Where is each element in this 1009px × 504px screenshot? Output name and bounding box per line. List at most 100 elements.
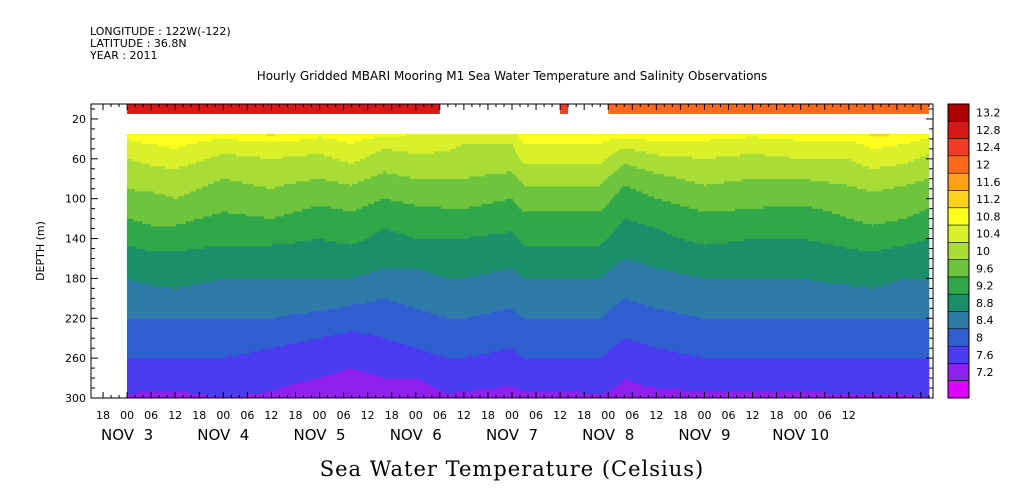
heatmap-cell [404, 378, 406, 398]
heatmap-cell [173, 318, 175, 360]
heatmap-cell [382, 378, 384, 398]
heatmap-cell [503, 308, 505, 350]
heatmap-cell [200, 393, 202, 398]
heatmap-cell [218, 318, 220, 360]
heatmap-cell [290, 133, 292, 142]
heatmap-cell [308, 208, 310, 242]
heatmap-cell [560, 186, 562, 212]
heatmap-cell [139, 358, 141, 392]
heatmap-cell [621, 221, 623, 262]
heatmap-cell [611, 348, 613, 390]
heatmap-cell [521, 181, 523, 210]
heatmap-cell [581, 211, 583, 247]
heatmap-cell [147, 251, 149, 285]
heatmap-cell [195, 283, 197, 320]
heatmap-cell [256, 141, 258, 157]
heatmap-cell [344, 211, 346, 245]
heatmap-cell [363, 273, 365, 305]
heatmap-cell [228, 318, 230, 357]
heatmap-cell [159, 146, 161, 167]
heatmap-cell [458, 238, 460, 280]
heatmap-cell [612, 198, 614, 235]
heatmap-cell [502, 233, 504, 272]
heatmap-cell [612, 173, 614, 200]
heatmap-cell [241, 156, 243, 182]
heatmap-cell [499, 311, 501, 352]
heatmap-cell [290, 156, 292, 185]
heatmap-cell [197, 133, 199, 142]
heatmap-cell [606, 273, 608, 315]
heatmap-cell [408, 203, 410, 237]
heatmap-cell [222, 153, 224, 180]
heatmap-cell [187, 166, 189, 195]
heatmap-cell [285, 213, 287, 245]
heatmap-cell [629, 258, 631, 300]
heatmap-cell [391, 201, 393, 232]
heatmap-cell [148, 391, 150, 398]
heatmap-cell [636, 133, 638, 140]
heatmap-cell [127, 393, 129, 398]
heatmap-cell [575, 318, 577, 360]
heatmap-cell [257, 216, 259, 247]
heatmap-cell [327, 181, 329, 207]
heatmap-cell [400, 151, 402, 177]
heatmap-cell [162, 146, 164, 167]
heatmap-cell [358, 331, 360, 372]
heatmap-cell [184, 146, 186, 167]
heatmap-cell [464, 178, 466, 210]
heatmap-cell [588, 393, 590, 398]
heatmap-cell [195, 393, 197, 398]
heatmap-cell [258, 186, 260, 217]
heatmap-cell [501, 201, 503, 235]
heatmap-cell [179, 286, 181, 320]
heatmap-cell [327, 376, 329, 398]
heatmap-cell [401, 343, 403, 380]
heatmap-cell [592, 186, 594, 212]
heatmap-cell [466, 278, 468, 320]
heatmap-cell [549, 391, 551, 398]
heatmap-cell [393, 268, 395, 302]
heatmap-cell [636, 301, 638, 342]
heatmap-cell [554, 211, 556, 247]
heatmap-cell [288, 386, 290, 398]
heatmap-cell [233, 138, 235, 155]
heatmap-cell [286, 386, 288, 398]
heatmap-cell [234, 213, 236, 247]
heatmap-cell [515, 236, 517, 272]
heatmap-cell [351, 246, 353, 280]
heatmap-cell [183, 318, 185, 360]
heatmap-cell [288, 141, 290, 157]
heatmap-cell [495, 271, 497, 312]
heatmap-cell [329, 181, 331, 207]
heatmap-cell [241, 141, 243, 157]
heatmap-cell [468, 208, 470, 240]
heatmap-cell [572, 278, 574, 320]
heatmap-cell [534, 391, 536, 398]
heatmap-cell [600, 243, 602, 280]
heatmap-cell [347, 143, 349, 162]
heatmap-cell [579, 186, 581, 212]
heatmap-cell [147, 283, 149, 320]
heatmap-cell [314, 278, 316, 312]
heatmap-cell [318, 136, 320, 155]
heatmap-cell [174, 133, 176, 150]
heatmap-cell [500, 311, 502, 352]
heatmap-cell [324, 133, 326, 140]
heatmap-cell [161, 133, 163, 147]
heatmap-cell [531, 163, 533, 187]
heatmap-cell [494, 143, 496, 175]
heatmap-cell [543, 358, 545, 392]
heatmap-cell [181, 133, 183, 147]
heatmap-cell [165, 286, 167, 320]
heatmap-cell [515, 351, 517, 390]
heatmap-cell [385, 378, 387, 398]
heatmap-cell [348, 133, 350, 145]
heatmap-cell [468, 276, 470, 317]
heatmap-cell [601, 316, 603, 357]
heatmap-cell [227, 133, 229, 140]
heatmap-cell [573, 278, 575, 320]
heatmap-cell [371, 333, 373, 375]
heatmap-cell [578, 186, 580, 212]
heatmap-cell [438, 238, 440, 277]
heatmap-cell [266, 141, 268, 160]
